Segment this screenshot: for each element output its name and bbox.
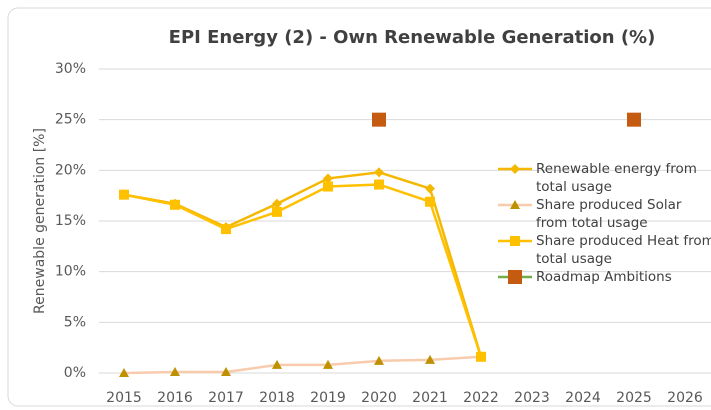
marker — [272, 198, 282, 209]
series-line — [123, 355, 482, 375]
legend-swatch — [498, 236, 532, 246]
x-tick-label: 2016 — [157, 390, 193, 406]
legend-item: Share produced Heat from total usage — [496, 232, 711, 268]
legend: Renewable energy from total usage Share p… — [496, 160, 711, 286]
marker — [221, 366, 231, 376]
marker — [476, 351, 486, 362]
legend-label: Share produced Heat from total usage — [536, 233, 711, 267]
legend-swatch — [498, 200, 532, 209]
legend-item: Share produced Solar from total usage — [496, 196, 711, 232]
x-tick-label: 2019 — [310, 390, 346, 406]
marker — [170, 199, 180, 210]
chart-title: EPI Energy (2) - Own Renewable Generatio… — [169, 27, 656, 48]
marker — [425, 183, 435, 194]
x-tick-label: 2021 — [412, 390, 448, 406]
legend-label: Renewable energy from total usage — [536, 161, 697, 195]
marker — [170, 366, 180, 376]
marker — [425, 354, 435, 364]
x-tick-label: 2026 — [667, 390, 703, 406]
marker — [627, 112, 641, 127]
marker — [374, 167, 384, 178]
y-tick-label: 15% — [55, 213, 86, 229]
marker — [374, 179, 384, 190]
y-axis-label: Renewable generation [%] — [32, 128, 48, 314]
legend-label: Share produced Solar from total usage — [536, 197, 682, 231]
x-tick-label: 2015 — [106, 390, 142, 406]
x-tick-label: 2023 — [514, 390, 550, 406]
y-tick-label: 30% — [55, 61, 86, 77]
x-tick-label: 2020 — [361, 390, 397, 406]
x-tick-label: 2018 — [259, 390, 295, 406]
chart-border — [7, 7, 711, 407]
x-tick-label: 2022 — [463, 390, 499, 406]
y-tick-label: 10% — [55, 264, 86, 280]
legend-marker — [508, 270, 522, 284]
y-tick-label: 25% — [55, 112, 86, 128]
x-tick-label: 2017 — [208, 390, 244, 406]
y-tick-label: 20% — [55, 162, 86, 178]
marker — [323, 173, 333, 184]
marker — [510, 164, 520, 174]
y-tick-label: 5% — [64, 314, 86, 330]
marker — [510, 200, 520, 209]
marker — [372, 112, 386, 127]
y-tick-label: 0% — [64, 365, 86, 381]
marker — [510, 236, 520, 246]
marker — [323, 181, 333, 192]
marker — [272, 359, 282, 369]
legend-swatch — [498, 270, 532, 284]
legend-swatch — [498, 164, 532, 174]
marker — [323, 359, 333, 369]
legend-item: Roadmap Ambitions — [496, 268, 711, 286]
marker — [119, 368, 129, 377]
marker — [374, 355, 384, 365]
marker — [221, 224, 231, 235]
x-tick-label: 2024 — [565, 390, 601, 406]
marker — [425, 196, 435, 207]
marker — [119, 189, 129, 200]
marker — [272, 206, 282, 217]
legend-label: Roadmap Ambitions — [536, 269, 672, 285]
series-line — [123, 183, 483, 358]
x-tick-label: 2025 — [616, 390, 652, 406]
legend-item: Renewable energy from total usage — [496, 160, 711, 196]
